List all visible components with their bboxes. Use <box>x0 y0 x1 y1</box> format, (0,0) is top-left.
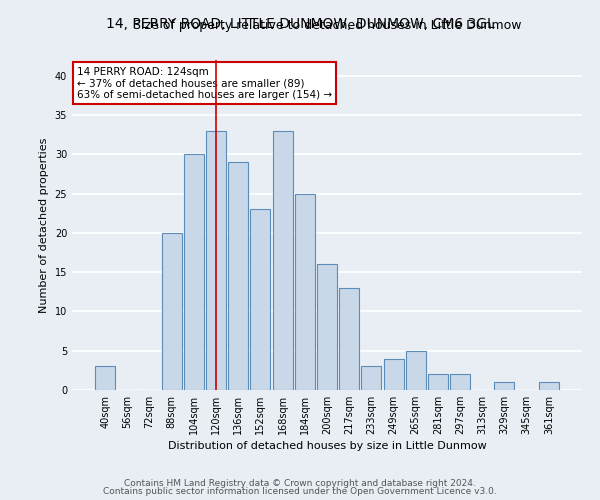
Bar <box>184 154 204 390</box>
Bar <box>339 288 359 390</box>
Y-axis label: Number of detached properties: Number of detached properties <box>39 138 49 312</box>
Text: 14, PERRY ROAD, LITTLE DUNMOW, DUNMOW, CM6 3GL: 14, PERRY ROAD, LITTLE DUNMOW, DUNMOW, C… <box>106 18 494 32</box>
Text: 14 PERRY ROAD: 124sqm
← 37% of detached houses are smaller (89)
63% of semi-deta: 14 PERRY ROAD: 124sqm ← 37% of detached … <box>77 66 332 100</box>
Bar <box>494 382 514 390</box>
Bar <box>406 350 426 390</box>
Text: Contains HM Land Registry data © Crown copyright and database right 2024.: Contains HM Land Registry data © Crown c… <box>124 478 476 488</box>
Bar <box>317 264 337 390</box>
Bar <box>539 382 559 390</box>
Bar <box>272 130 293 390</box>
X-axis label: Distribution of detached houses by size in Little Dunmow: Distribution of detached houses by size … <box>167 441 487 451</box>
Bar <box>228 162 248 390</box>
Bar <box>295 194 315 390</box>
Bar <box>361 366 382 390</box>
Bar <box>450 374 470 390</box>
Bar <box>162 233 182 390</box>
Title: Size of property relative to detached houses in Little Dunmow: Size of property relative to detached ho… <box>133 20 521 32</box>
Bar <box>428 374 448 390</box>
Bar <box>95 366 115 390</box>
Bar <box>250 210 271 390</box>
Bar <box>206 130 226 390</box>
Bar <box>383 358 404 390</box>
Text: Contains public sector information licensed under the Open Government Licence v3: Contains public sector information licen… <box>103 487 497 496</box>
